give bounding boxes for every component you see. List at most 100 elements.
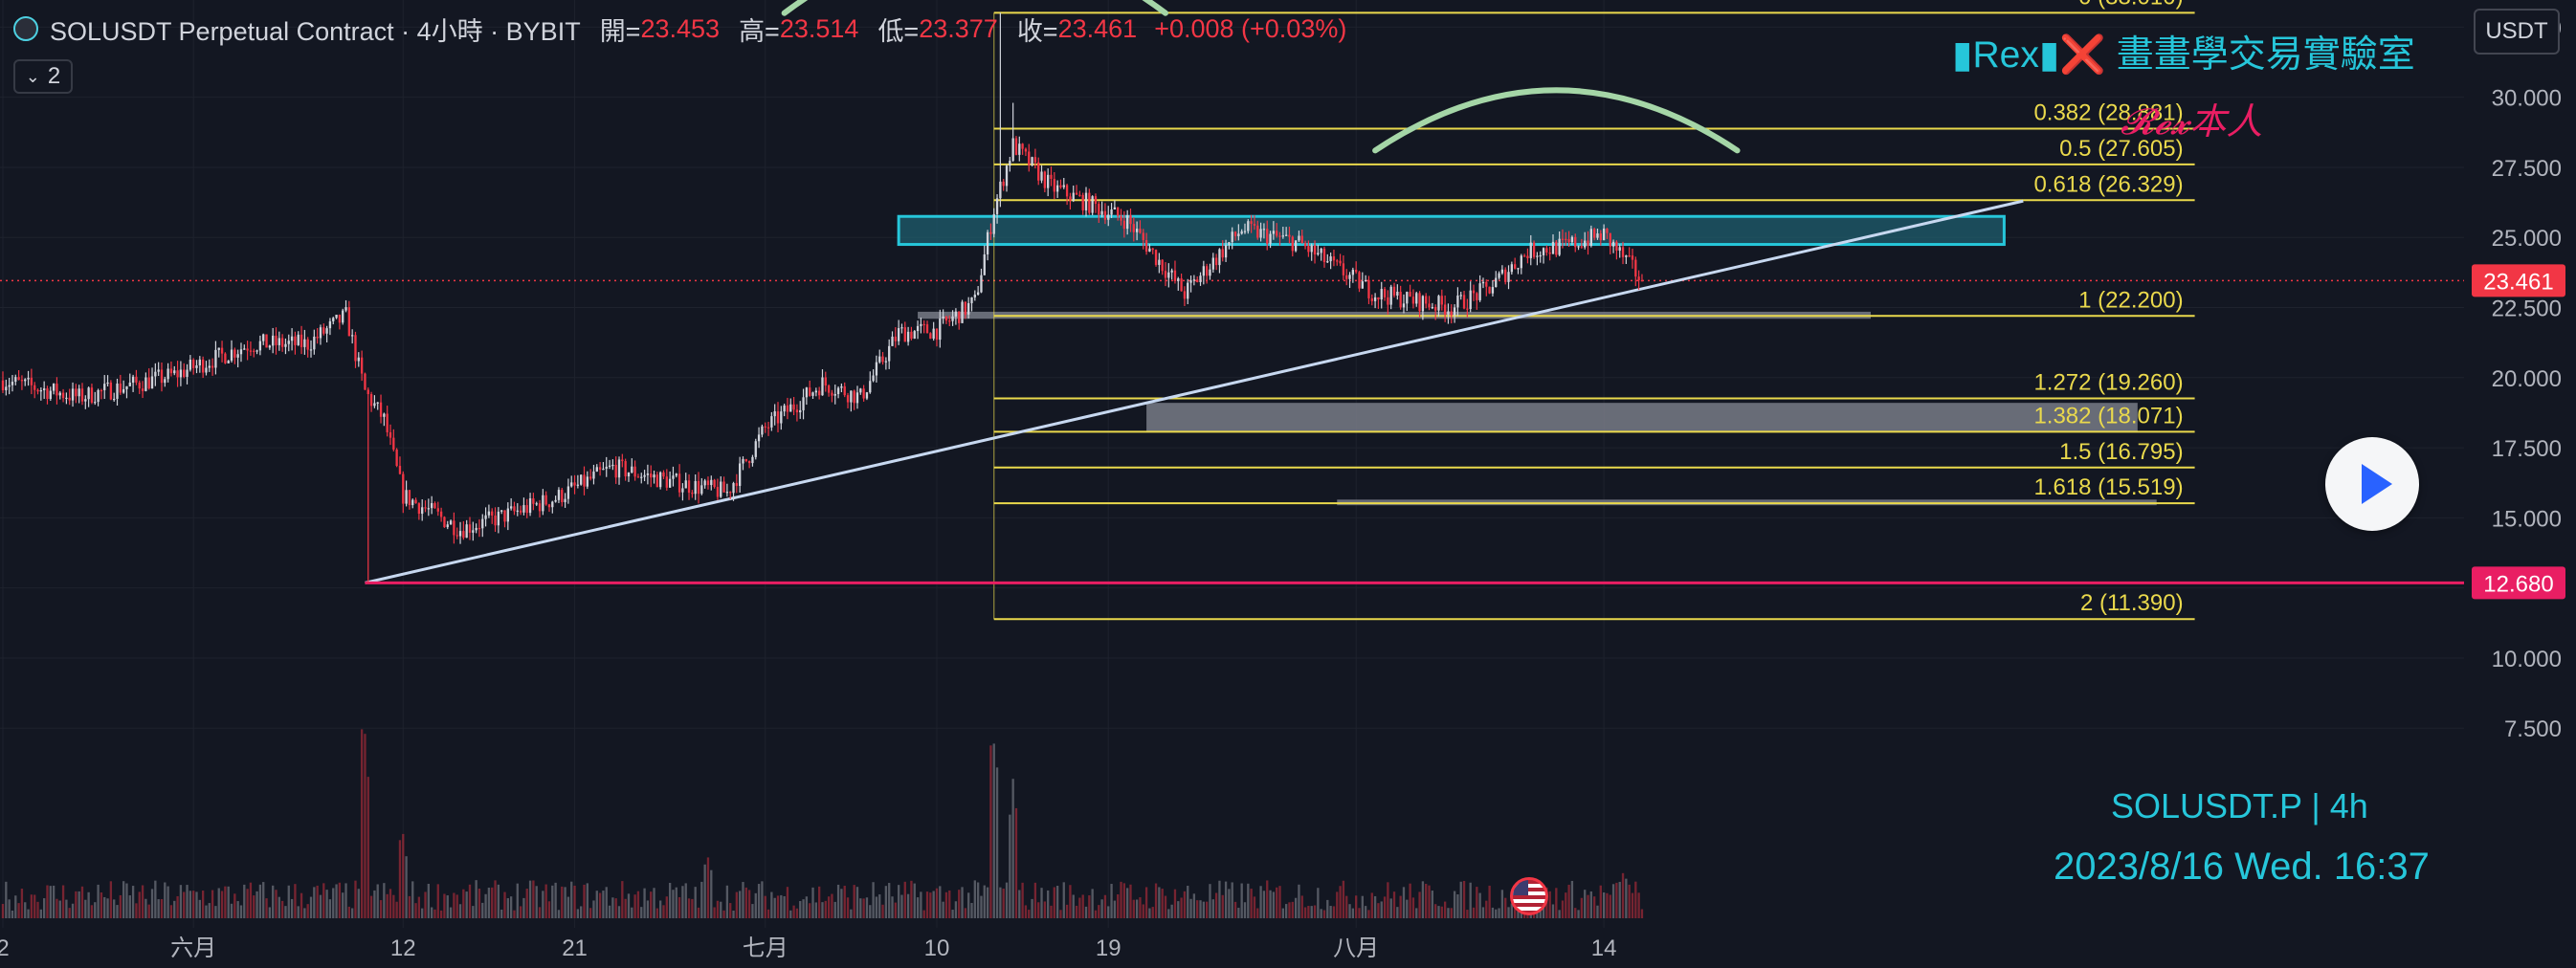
volume-bar — [1088, 895, 1091, 918]
candle-body — [179, 369, 183, 378]
candle-body — [1478, 283, 1481, 300]
volume-bar — [1103, 894, 1107, 918]
candle-body — [687, 480, 691, 494]
volume-bar — [795, 908, 799, 918]
volume-bar — [325, 890, 328, 918]
candle-body — [1345, 275, 1348, 279]
candle-body — [1367, 279, 1370, 298]
candle-body — [1431, 307, 1434, 309]
candle-body — [220, 347, 224, 354]
candle-body — [875, 362, 878, 376]
volume-bar — [573, 885, 576, 918]
volume-bar — [1122, 883, 1126, 918]
volume-bar — [1507, 907, 1510, 918]
volume-bar — [761, 881, 764, 918]
volume-bar — [1599, 885, 1602, 918]
candle-body — [564, 498, 566, 503]
volume-bar — [706, 857, 710, 918]
volume-bar — [614, 898, 617, 918]
volume-bar — [1392, 891, 1396, 918]
volume-bar — [24, 902, 27, 918]
candle-body — [1196, 279, 1199, 282]
volume-bar — [1183, 891, 1187, 918]
volume-bar — [94, 902, 97, 918]
candle-body — [436, 508, 439, 512]
volume-bar — [1326, 899, 1329, 918]
candle-body — [309, 349, 313, 351]
volume-bar — [1151, 907, 1154, 918]
candle-body — [929, 333, 932, 340]
arc-drawings — [781, 0, 1741, 154]
volume-bar — [1491, 907, 1495, 918]
volume-bar — [249, 882, 253, 918]
candle-body — [659, 472, 662, 488]
volume-bar — [1625, 878, 1628, 918]
candle-body — [411, 499, 414, 506]
candle-body — [855, 392, 859, 404]
candle-body — [1421, 296, 1425, 312]
volume-bar — [1177, 901, 1180, 918]
candle-body — [141, 388, 144, 391]
volume-bar — [891, 896, 894, 918]
candle-body — [608, 465, 611, 467]
volume-bar — [1389, 898, 1392, 918]
volume-bar — [1351, 908, 1355, 918]
volume-bar — [160, 898, 164, 918]
volume-bar — [186, 885, 189, 918]
candle-body — [1117, 207, 1120, 216]
collapse-indicators-button[interactable]: ⌄ 2 — [13, 59, 73, 94]
price-tick-label: 17.500 — [2492, 436, 2562, 462]
candle-body — [90, 387, 94, 403]
volume-bar — [1028, 910, 1031, 918]
volume-bar — [1320, 909, 1322, 918]
candle-body — [1300, 235, 1303, 244]
volume-bar — [1047, 890, 1050, 918]
volume-bar — [920, 891, 922, 918]
volume-bar — [71, 903, 75, 918]
volume-bar — [1231, 882, 1233, 918]
candle-body — [243, 348, 246, 350]
candle-body — [97, 389, 100, 403]
candle-body — [1558, 238, 1561, 255]
volume-bar — [484, 893, 487, 918]
volume-bar — [910, 880, 913, 918]
candle-body — [942, 316, 944, 319]
symbol-title[interactable]: SOLUSDT Perpetual Contract · 4小時 · BYBIT — [50, 16, 581, 46]
volume-bar — [239, 905, 243, 918]
fib-label: 0.382 (28.881) — [2033, 99, 2183, 125]
candle-body — [703, 480, 706, 486]
volume-bar — [468, 884, 472, 918]
candle-body — [1158, 259, 1161, 265]
us-flag-event-icon[interactable] — [1510, 877, 1548, 915]
candle-body — [884, 361, 888, 363]
candle-body — [1495, 277, 1498, 288]
candle-body — [894, 336, 897, 341]
volume-bar — [697, 907, 700, 918]
candle-body — [52, 384, 56, 391]
volume-bar — [509, 896, 513, 918]
candle-body — [992, 213, 995, 234]
candle-body — [713, 479, 716, 488]
volume-bar — [475, 880, 477, 918]
candle-body — [1539, 254, 1542, 257]
volume-bar — [827, 896, 831, 918]
candle-body — [458, 531, 462, 537]
candle-body — [1339, 260, 1342, 264]
candle-body — [516, 510, 519, 512]
candle-body — [535, 503, 538, 505]
candle-body — [1094, 196, 1098, 205]
volume-bar — [792, 905, 795, 918]
volume-bar — [1205, 901, 1209, 918]
candle-body — [306, 339, 309, 350]
candle-body — [888, 345, 891, 362]
candle-body — [653, 474, 655, 478]
play-button[interactable] — [2325, 437, 2419, 531]
candle-body — [1434, 307, 1437, 311]
candle-body — [751, 456, 754, 464]
currency-button[interactable]: USDT — [2474, 9, 2560, 55]
candle-body — [497, 511, 500, 526]
volume-bar — [328, 899, 332, 918]
candle-body — [1592, 229, 1596, 238]
candle-body — [580, 474, 583, 485]
